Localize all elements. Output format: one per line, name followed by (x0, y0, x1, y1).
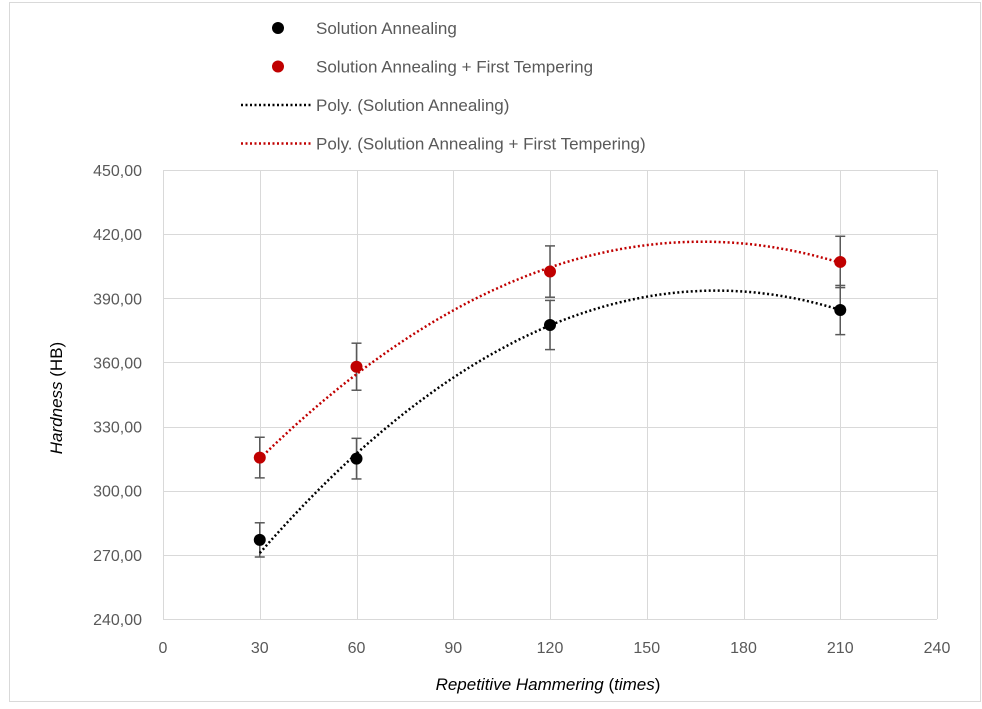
x-tick-label: 210 (827, 640, 854, 657)
legend-marker (272, 22, 284, 34)
y-axis-title-close: ) (47, 342, 66, 348)
x-tick-label: 90 (444, 640, 462, 657)
y-tick-label: 300,00 (93, 484, 142, 501)
data-point (253, 533, 266, 546)
data-point (350, 360, 363, 373)
y-tick-label: 390,00 (93, 291, 142, 308)
y-axis-title-unit: HB (47, 347, 66, 371)
legend: Solution Annealing Solution Annealing + F… (241, 19, 646, 154)
x-axis-title-main: Repetitive Hammering (436, 675, 605, 694)
point-layer (253, 255, 847, 546)
y-tick-label: 450,00 (93, 163, 142, 180)
data-point (834, 255, 847, 268)
x-tick-label: 30 (251, 640, 269, 657)
grid-layer (163, 170, 938, 620)
x-axis-title-close: ) (655, 675, 661, 694)
x-axis-title-open: ( (604, 675, 615, 694)
y-axis-title-main: Hardness (47, 381, 66, 454)
y-tick-label: 420,00 (93, 227, 142, 244)
x-axis-title: Repetitive Hammering (times) (436, 675, 661, 694)
legend-label: Poly. (Solution Annealing) (316, 96, 509, 115)
x-axis-title-unit: times (614, 675, 655, 694)
legend-label: Solution Annealing (316, 19, 457, 38)
data-point (544, 265, 556, 278)
y-axis-title-open: ( (47, 371, 66, 382)
legend-label: Poly. (Solution Annealing + First Temper… (316, 135, 646, 154)
data-point (544, 319, 556, 332)
x-tick-label: 60 (348, 640, 366, 657)
legend-marker (272, 60, 284, 73)
data-point (253, 451, 266, 464)
data-point (834, 304, 847, 317)
data-point (350, 452, 363, 465)
x-tick-label: 0 (159, 640, 168, 657)
y-tick-label: 330,00 (93, 420, 142, 437)
y-tick-label: 240,00 (93, 612, 142, 629)
x-tick-label: 180 (730, 640, 757, 657)
y-tick-label: 270,00 (93, 548, 142, 565)
x-tick-label: 150 (633, 640, 660, 657)
y-axis-title: Hardness (HB) (47, 342, 66, 454)
y-tick-label: 360,00 (93, 355, 142, 372)
x-tick-labels: 0 30 60 90 120 150 180 210 240 (159, 640, 951, 657)
x-tick-label: 240 (924, 640, 951, 657)
legend-label: Solution Annealing + First Tempering (316, 58, 593, 77)
y-tick-labels: 240,00 270,00 300,00 330,00 360,00 390,00 420,… (93, 163, 142, 629)
x-tick-label: 120 (537, 640, 564, 657)
